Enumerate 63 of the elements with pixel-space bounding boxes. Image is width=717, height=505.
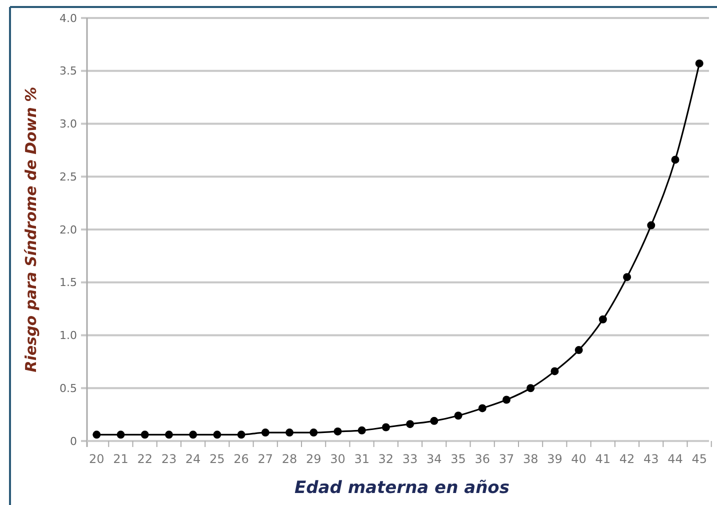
x-tick-label: 24 [185,452,201,466]
y-tick-label: 3.0 [60,118,77,131]
x-axis-title: Edad materna en años [294,478,510,498]
x-tick-label: 34 [426,452,442,466]
x-tick-label: 23 [161,452,177,466]
x-tick-label: 29 [306,452,322,466]
point [550,367,559,376]
point [598,315,607,324]
point [358,426,366,434]
point [140,430,149,439]
y-tick-label: 2.0 [60,223,77,236]
x-tick-label: 42 [619,452,635,466]
x-tick-label: 21 [113,452,128,466]
x-tick-label: 44 [668,452,683,466]
x-tick-label: 25 [210,452,225,466]
x-tick-label: 26 [234,452,249,466]
x-tick-label: 45 [692,452,707,466]
point [695,59,704,68]
x-tick-label: 36 [474,452,490,466]
point [526,384,535,392]
x-tick-label: 33 [402,452,418,466]
y-tick-label: 0.5 [60,382,77,395]
point [647,221,656,230]
point [164,430,173,439]
x-tick-label: 27 [258,452,274,466]
point [286,428,294,437]
point [454,412,462,420]
point [213,430,222,439]
point [310,428,318,437]
x-tick-label: 32 [378,452,394,466]
y-tick-label: 1.5 [60,276,77,290]
point [92,430,101,439]
x-tick-label: 22 [137,452,152,466]
point [406,420,414,428]
y-tick-label: 4.0 [60,12,77,25]
x-tick-label: 30 [330,452,346,466]
point [237,430,246,439]
x-tick-label: 37 [498,452,514,466]
x-tick-label: 39 [547,452,562,466]
point [261,428,270,437]
x-tick-label: 35 [450,452,466,466]
y-tick-label: 3.5 [60,64,77,78]
y-tick-label: 0 [70,434,77,448]
x-tick-label: 31 [354,452,370,466]
point [430,416,438,425]
x-tick-label: 20 [89,452,104,466]
x-tick-label: 40 [571,452,586,466]
point [382,423,390,432]
y-tick-label: 1.0 [60,329,77,342]
point [116,430,125,439]
y-axis-title: Riesgo para Síndrome de Down % [22,86,40,372]
y-tick-label: 2.5 [60,170,77,184]
point [189,430,198,439]
point [574,346,583,354]
point [478,404,486,412]
x-tick-label: 28 [282,452,298,466]
x-tick-label: 41 [595,452,611,466]
point [671,156,680,164]
x-tick-label: 38 [522,452,538,466]
point [502,396,510,404]
point [623,273,632,282]
point [334,427,342,436]
x-tick-label: 43 [644,452,659,466]
